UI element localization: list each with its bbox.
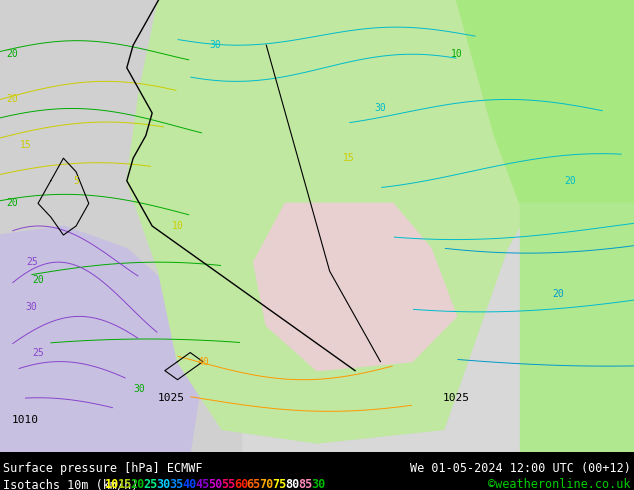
Text: 5: 5 — [73, 176, 79, 186]
Polygon shape — [456, 0, 634, 226]
Text: 85: 85 — [299, 478, 313, 490]
Text: 40: 40 — [197, 357, 209, 367]
Text: 15: 15 — [343, 153, 354, 163]
Text: 65: 65 — [247, 478, 261, 490]
Text: 25: 25 — [32, 347, 44, 358]
Text: 25: 25 — [143, 478, 158, 490]
Text: 30: 30 — [375, 103, 386, 114]
Text: 20: 20 — [565, 176, 576, 186]
Text: 70: 70 — [259, 478, 274, 490]
Text: 30: 30 — [210, 40, 221, 50]
Text: 80: 80 — [285, 478, 300, 490]
Text: 15: 15 — [20, 140, 31, 149]
Text: 20: 20 — [32, 275, 44, 285]
Text: 20: 20 — [7, 198, 18, 208]
Text: We 01-05-2024 12:00 UTC (00+12): We 01-05-2024 12:00 UTC (00+12) — [410, 462, 631, 475]
Bar — [520, 203, 634, 452]
Text: 20: 20 — [131, 478, 145, 490]
Text: 10: 10 — [105, 478, 119, 490]
Polygon shape — [127, 0, 571, 443]
Text: 75: 75 — [273, 478, 287, 490]
Text: 30: 30 — [26, 302, 37, 312]
Polygon shape — [254, 203, 456, 370]
Text: 1010: 1010 — [12, 416, 39, 425]
Text: 10: 10 — [451, 49, 462, 59]
Text: 10: 10 — [172, 221, 183, 231]
Text: 1025: 1025 — [443, 393, 470, 403]
Text: 20: 20 — [7, 49, 18, 59]
Text: 20: 20 — [7, 95, 18, 104]
Text: 15: 15 — [118, 478, 132, 490]
Text: Isotachs 10m (km/h): Isotachs 10m (km/h) — [3, 478, 138, 490]
Text: 40: 40 — [182, 478, 197, 490]
Polygon shape — [0, 226, 203, 452]
Text: 35: 35 — [169, 478, 184, 490]
Text: 20: 20 — [552, 289, 564, 299]
Text: Surface pressure [hPa] ECMWF: Surface pressure [hPa] ECMWF — [3, 462, 202, 475]
Text: 30: 30 — [311, 478, 325, 490]
Text: 45: 45 — [195, 478, 209, 490]
Bar — [0, 0, 241, 452]
Text: 25: 25 — [26, 257, 37, 267]
Text: 60: 60 — [234, 478, 248, 490]
Text: 30: 30 — [157, 478, 171, 490]
Text: 30: 30 — [134, 384, 145, 394]
Text: ©weatheronline.co.uk: ©weatheronline.co.uk — [489, 478, 631, 490]
Text: 50: 50 — [208, 478, 223, 490]
Text: 55: 55 — [221, 478, 235, 490]
Text: 1025: 1025 — [158, 393, 184, 403]
